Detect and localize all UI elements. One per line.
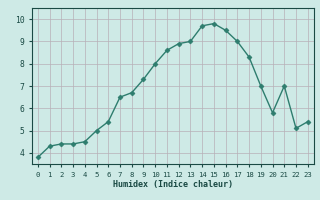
X-axis label: Humidex (Indice chaleur): Humidex (Indice chaleur) (113, 180, 233, 189)
